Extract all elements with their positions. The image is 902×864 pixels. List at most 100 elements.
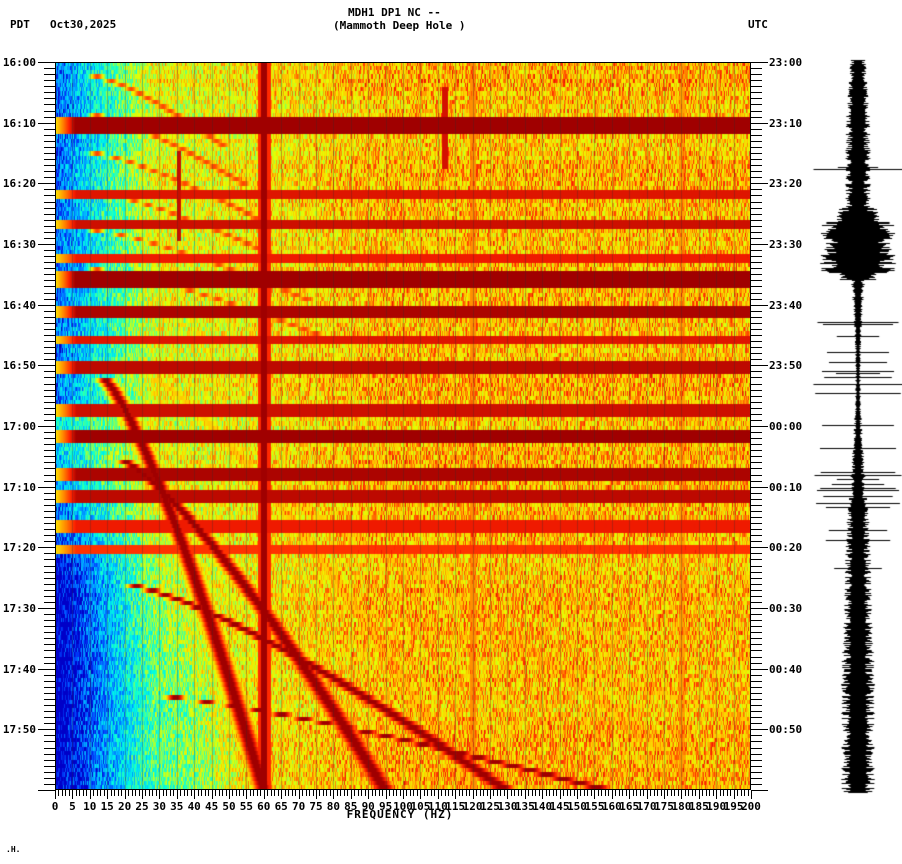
time-tick-minor-right xyxy=(751,644,762,646)
time-tick-minor-right xyxy=(751,571,762,573)
time-tick-minor-right xyxy=(751,474,762,476)
station-subtitle: (Mammoth Deep Hole ) xyxy=(333,19,466,32)
time-tick-minor-right xyxy=(751,632,762,634)
spectrogram-plot[interactable] xyxy=(55,62,751,790)
time-tick-minor-left xyxy=(44,444,55,446)
time-tick-minor-right xyxy=(751,535,762,537)
header-date: Oct30,2025 xyxy=(50,18,117,31)
time-tick-minor-left xyxy=(44,662,55,664)
freq-tick-minor xyxy=(744,790,746,796)
time-tick-major-right xyxy=(751,729,768,731)
freq-tick-minor xyxy=(378,790,380,796)
freq-tick-minor xyxy=(712,790,714,796)
freq-tick-major xyxy=(176,790,178,799)
freq-tick-minor xyxy=(343,790,345,796)
freq-tick-minor xyxy=(677,790,679,796)
freq-tick-major xyxy=(716,790,718,799)
time-tick-minor-left xyxy=(44,298,55,300)
time-tick-minor-left xyxy=(44,753,55,755)
freq-tick-minor xyxy=(166,790,168,796)
freq-tick-minor xyxy=(444,790,446,796)
freq-tick-minor xyxy=(222,790,224,796)
time-tick-minor-left xyxy=(44,335,55,336)
time-tick-minor-left xyxy=(44,632,55,634)
freq-tick-minor xyxy=(82,790,84,796)
time-tick-minor-left xyxy=(44,565,55,567)
time-label-right-0030: 00:30 xyxy=(769,602,803,615)
freq-label-180: 180 xyxy=(671,800,692,813)
freq-tick-minor xyxy=(608,790,610,796)
time-tick-minor-left xyxy=(44,213,55,215)
freq-tick-major xyxy=(646,790,648,799)
freq-tick-minor xyxy=(190,790,192,796)
time-tick-minor-left xyxy=(44,359,55,361)
freq-tick-major xyxy=(211,790,213,799)
time-tick-minor-right xyxy=(751,492,762,494)
time-tick-minor-left xyxy=(44,116,55,118)
freq-label-25: 25 xyxy=(135,800,149,813)
freq-tick-major xyxy=(368,790,370,799)
seismogram-trace-panel[interactable] xyxy=(806,55,902,795)
freq-tick-minor xyxy=(277,790,279,796)
time-tick-minor-right xyxy=(751,189,762,191)
spectrogram-canvas[interactable] xyxy=(55,62,751,790)
freq-tick-minor xyxy=(382,790,384,796)
freq-tick-minor xyxy=(336,790,338,796)
time-tick-minor-right xyxy=(751,262,762,264)
time-tick-minor-left xyxy=(44,456,55,458)
freq-label-65: 65 xyxy=(274,800,288,813)
time-tick-minor-left xyxy=(44,316,55,318)
seismogram-trace-canvas[interactable] xyxy=(806,55,902,795)
freq-tick-minor xyxy=(573,790,575,796)
time-tick-minor-left xyxy=(44,110,55,112)
time-tick-minor-right xyxy=(751,250,762,252)
freq-tick-minor xyxy=(500,790,502,796)
freq-tick-minor xyxy=(208,790,210,796)
freq-tick-minor xyxy=(302,790,304,796)
time-tick-minor-left xyxy=(44,140,55,142)
freq-tick-major xyxy=(507,790,509,799)
freq-tick-minor xyxy=(187,790,189,796)
freq-tick-minor xyxy=(371,790,373,796)
time-tick-minor-left xyxy=(44,225,55,227)
freq-tick-minor xyxy=(726,790,728,796)
time-tick-minor-left xyxy=(44,523,55,525)
freq-label-130: 130 xyxy=(497,800,518,813)
freq-tick-minor xyxy=(152,790,154,796)
freq-tick-minor xyxy=(531,790,533,796)
time-tick-minor-right xyxy=(751,595,762,597)
freq-tick-minor xyxy=(510,790,512,796)
time-tick-minor-left xyxy=(44,589,55,591)
freq-tick-minor xyxy=(448,790,450,796)
freq-label-30: 30 xyxy=(152,800,167,813)
time-tick-minor-right xyxy=(751,759,762,761)
freq-tick-minor xyxy=(135,790,137,796)
freq-tick-major xyxy=(751,790,752,799)
time-tick-minor-left xyxy=(44,620,55,622)
freq-tick-minor xyxy=(618,790,620,796)
freq-label-80: 80 xyxy=(326,800,341,813)
time-tick-minor-left xyxy=(44,498,55,500)
freq-tick-major xyxy=(246,790,248,799)
freq-tick-minor xyxy=(93,790,95,796)
time-tick-minor-left xyxy=(44,468,55,470)
time-tick-minor-right xyxy=(751,280,762,282)
freq-tick-major xyxy=(159,790,161,799)
freq-tick-minor xyxy=(653,790,655,796)
freq-tick-minor xyxy=(601,790,603,796)
time-tick-minor-right xyxy=(751,371,762,373)
time-tick-minor-right xyxy=(751,298,762,300)
time-tick-minor-left xyxy=(44,644,55,646)
freq-tick-minor xyxy=(657,790,659,796)
freq-tick-minor xyxy=(173,790,175,796)
time-tick-major-right xyxy=(751,426,768,427)
time-tick-minor-right xyxy=(751,353,762,355)
time-tick-minor-right xyxy=(751,559,762,561)
time-tick-minor-right xyxy=(751,723,762,725)
time-tick-minor-left xyxy=(44,377,55,379)
time-tick-minor-right xyxy=(751,565,762,567)
time-tick-minor-left xyxy=(44,559,55,561)
freq-tick-minor xyxy=(552,790,554,796)
time-label-left-1730: 17:30 xyxy=(2,602,36,615)
time-tick-minor-right xyxy=(751,98,762,100)
